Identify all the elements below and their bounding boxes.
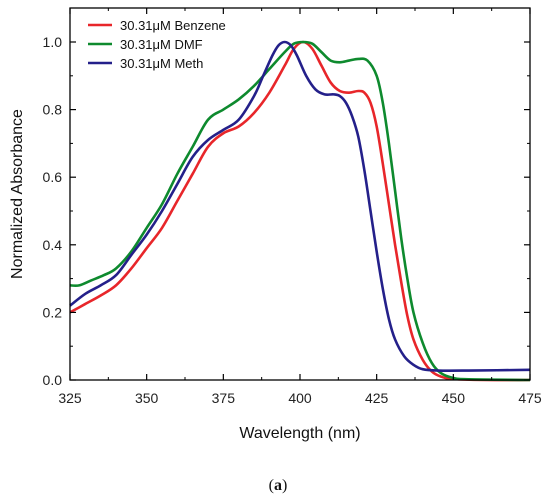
series-line-2 (69, 40, 531, 372)
caption-close-paren: ) (282, 477, 287, 494)
figure-caption: (a) (269, 477, 288, 494)
y-tick-labels: 0.0 0.2 0.4 0.6 0.8 1.0 (43, 34, 63, 388)
series-curves (69, 40, 531, 382)
legend: 30.31μM Benzene 30.31μM DMF 30.31μM Meth (88, 18, 226, 71)
series-line-1 (69, 40, 531, 382)
x-tick-label: 475 (518, 390, 542, 406)
x-tick-label: 400 (288, 390, 312, 406)
caption-letter: a (274, 477, 282, 494)
x-axis-title: Wavelength (nm) (239, 425, 360, 442)
caption-open-paren: ( (269, 477, 274, 494)
y-tick-label: 0.6 (43, 169, 63, 185)
x-tick-label: 325 (58, 390, 82, 406)
y-tick-label: 0.8 (43, 102, 63, 118)
x-tick-label: 450 (442, 390, 466, 406)
axis-ticks (69, 8, 531, 381)
x-tick-labels: 325 350 375 400 425 450 475 (58, 390, 542, 406)
legend-label-1: 30.31μM DMF (120, 37, 203, 52)
x-tick-label: 375 (212, 390, 236, 406)
y-tick-label: 0.2 (43, 304, 63, 320)
series-line-0 (69, 40, 531, 382)
y-tick-label: 1.0 (43, 34, 63, 50)
legend-label-0: 30.31μM Benzene (120, 18, 226, 33)
x-tick-label: 425 (365, 390, 389, 406)
y-tick-label: 0.4 (43, 237, 63, 253)
y-tick-label: 0.0 (43, 372, 63, 388)
legend-label-2: 30.31μM Meth (120, 56, 203, 71)
y-axis-title: Normalized Absorbance (9, 109, 26, 279)
x-tick-label: 350 (135, 390, 159, 406)
